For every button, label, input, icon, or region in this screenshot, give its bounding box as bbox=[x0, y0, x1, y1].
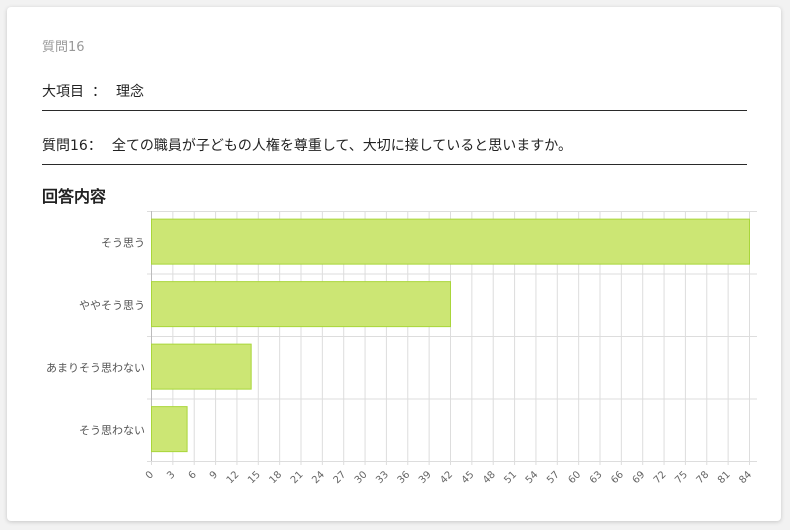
x-tick-label: 42 bbox=[438, 469, 455, 486]
x-tick-label: 12 bbox=[225, 469, 242, 486]
x-tick-label: 6 bbox=[187, 469, 199, 481]
category-label: あまりそう思わない bbox=[46, 361, 145, 374]
category-label: そう思う bbox=[101, 236, 145, 249]
x-tick-label: 15 bbox=[246, 469, 263, 486]
bar bbox=[151, 406, 188, 453]
x-tick-label: 30 bbox=[353, 469, 370, 486]
x-tick-label: 9 bbox=[208, 469, 220, 481]
x-tick-label: 48 bbox=[481, 469, 498, 486]
x-tick-label: 57 bbox=[545, 469, 562, 486]
x-tick-label: 69 bbox=[631, 469, 648, 486]
x-tick-label: 3 bbox=[165, 469, 177, 481]
bar bbox=[151, 281, 451, 328]
question-label: 質問16： bbox=[42, 138, 102, 154]
x-tick-label: 78 bbox=[695, 469, 712, 486]
x-tick-label: 39 bbox=[417, 469, 434, 486]
question-text: 全ての職員が子どもの人権を尊重して、大切に接していると思いますか。 bbox=[111, 138, 573, 154]
x-tick-label: 75 bbox=[673, 469, 690, 486]
x-tick-label: 54 bbox=[524, 469, 541, 486]
x-tick-label: 27 bbox=[332, 469, 349, 486]
x-tick-label: 0 bbox=[144, 469, 156, 481]
question-card: 質問16 大項目 ： 理念 質問16： 全ての職員が子どもの人権を尊重して、大切に接し… bbox=[7, 7, 781, 521]
x-tick-label: 51 bbox=[502, 469, 519, 486]
question-row: 質問16： 全ての職員が子どもの人権を尊重して、大切に接していると思いますか。 bbox=[42, 135, 747, 165]
bar bbox=[151, 218, 750, 265]
x-tick-label: 45 bbox=[460, 469, 477, 486]
bar bbox=[151, 343, 252, 390]
x-tick-label: 21 bbox=[289, 469, 306, 486]
major-item-value: 理念 bbox=[116, 84, 144, 100]
x-tick-label: 33 bbox=[374, 469, 391, 486]
category-label: そう思わない bbox=[79, 424, 145, 437]
major-item-separator: ： bbox=[92, 84, 106, 100]
major-item-row: 大項目 ： 理念 bbox=[42, 81, 747, 111]
x-tick-label: 60 bbox=[566, 469, 583, 486]
x-tick-label: 18 bbox=[267, 469, 284, 486]
category-label: ややそう思う bbox=[79, 299, 145, 312]
question-number: 質問16 bbox=[42, 40, 85, 55]
x-tick-label: 84 bbox=[737, 469, 754, 486]
x-tick-label: 63 bbox=[588, 469, 605, 486]
x-tick-label: 36 bbox=[396, 469, 413, 486]
x-tick-label: 81 bbox=[716, 469, 733, 486]
section-title: 回答内容 bbox=[42, 187, 107, 206]
x-tick-label: 66 bbox=[609, 469, 626, 486]
major-item-label: 大項目 bbox=[42, 84, 84, 100]
x-tick-label: 72 bbox=[652, 469, 669, 486]
x-tick-label: 24 bbox=[310, 469, 327, 486]
